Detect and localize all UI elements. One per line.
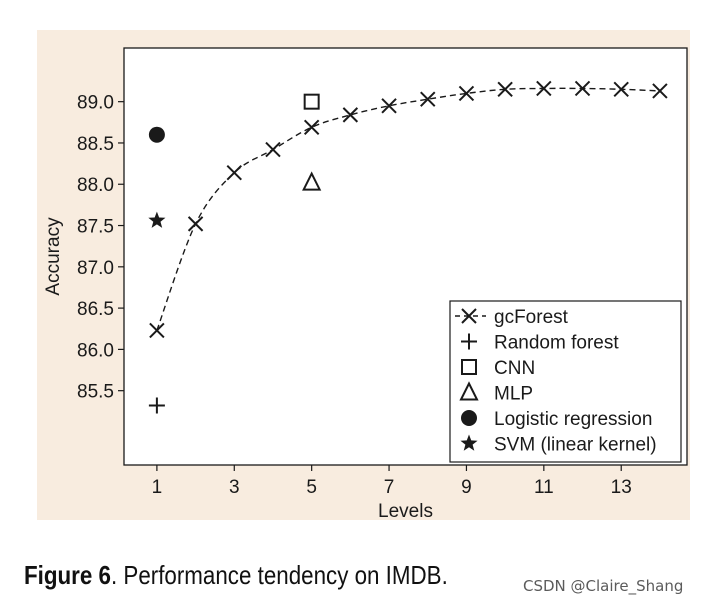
figure-caption: Figure 6. Performance tendency on IMDB. — [24, 560, 448, 591]
point-0-0 — [149, 322, 165, 339]
caption-text: . Performance tendency on IMDB. — [110, 560, 448, 590]
legend-marker-2 — [461, 359, 477, 375]
x-tick-label-2: 5 — [306, 477, 317, 498]
point-0-3 — [265, 141, 281, 158]
y-tick-label-5: 88.0 — [77, 175, 114, 196]
y-tick-label-1: 86.0 — [77, 340, 114, 361]
y-axis-label: Accuracy — [43, 217, 64, 296]
point-4-0 — [148, 126, 165, 143]
series-0 — [149, 80, 668, 339]
x-tick-label-4: 9 — [461, 477, 472, 498]
x-tick-label-5: 11 — [534, 477, 554, 498]
legend-marker-5 — [460, 434, 478, 451]
legend-marker-4 — [461, 410, 477, 426]
point-0-6 — [381, 98, 397, 114]
point-0-4 — [303, 119, 320, 135]
point-2-0 — [303, 93, 320, 110]
x-tick-label-1: 3 — [229, 477, 240, 498]
x-tick-label-3: 7 — [384, 477, 395, 498]
legend-label-4: Logistic regression — [494, 409, 652, 430]
legend-label-0: gcForest — [494, 307, 569, 328]
point-0-1 — [187, 216, 204, 232]
chart: 1 3 5 7 9 11 1385.586.086.587.087.588.088.589.… — [43, 47, 688, 520]
legend-label-1: Random forest — [494, 333, 619, 354]
x-tick-label-0: 1 — [152, 477, 163, 498]
point-3-0 — [302, 171, 322, 191]
series-4 — [148, 126, 165, 143]
x-axis-label: Levels — [378, 501, 433, 520]
series-5 — [148, 211, 166, 228]
caption-label: Figure 6 — [24, 560, 111, 590]
point-5-0 — [148, 211, 166, 228]
legend-label-3: MLP — [494, 384, 533, 405]
y-tick-label-2: 86.5 — [77, 299, 114, 320]
point-0-11 — [574, 80, 591, 97]
y-tick-label-3: 87.0 — [77, 258, 114, 279]
point-0-7 — [420, 91, 436, 107]
point-0-10 — [536, 80, 552, 97]
series-1 — [148, 397, 165, 414]
legend-marker-3 — [459, 381, 479, 401]
x-tick-label-6: 13 — [611, 477, 632, 498]
y-tick-label-6: 88.5 — [77, 134, 114, 155]
point-1-0 — [148, 397, 165, 414]
point-0-12 — [613, 81, 629, 97]
legend-label-2: CNN — [494, 358, 535, 379]
y-tick-label-4: 87.5 — [77, 217, 114, 238]
point-0-2 — [226, 164, 242, 181]
series-3 — [302, 171, 322, 191]
point-0-13 — [652, 83, 668, 99]
series-2 — [303, 93, 320, 110]
watermark: CSDN @Claire_Shang — [523, 577, 684, 595]
legend-marker-0 — [461, 308, 477, 324]
point-0-8 — [458, 85, 475, 102]
y-tick-label-0: 85.5 — [77, 382, 114, 403]
legend-marker-1 — [461, 333, 477, 350]
legend-box — [449, 300, 682, 463]
point-0-5 — [342, 107, 359, 123]
point-0-9 — [497, 81, 513, 97]
legend-label-5: SVM (linear kernel) — [494, 435, 657, 456]
figure-panel: 1 3 5 7 9 11 13 85.5 86.0 86.5 87.0 87.5 88.0 88.5 89.… — [37, 30, 690, 520]
y-tick-label-7: 89.0 — [77, 93, 114, 114]
